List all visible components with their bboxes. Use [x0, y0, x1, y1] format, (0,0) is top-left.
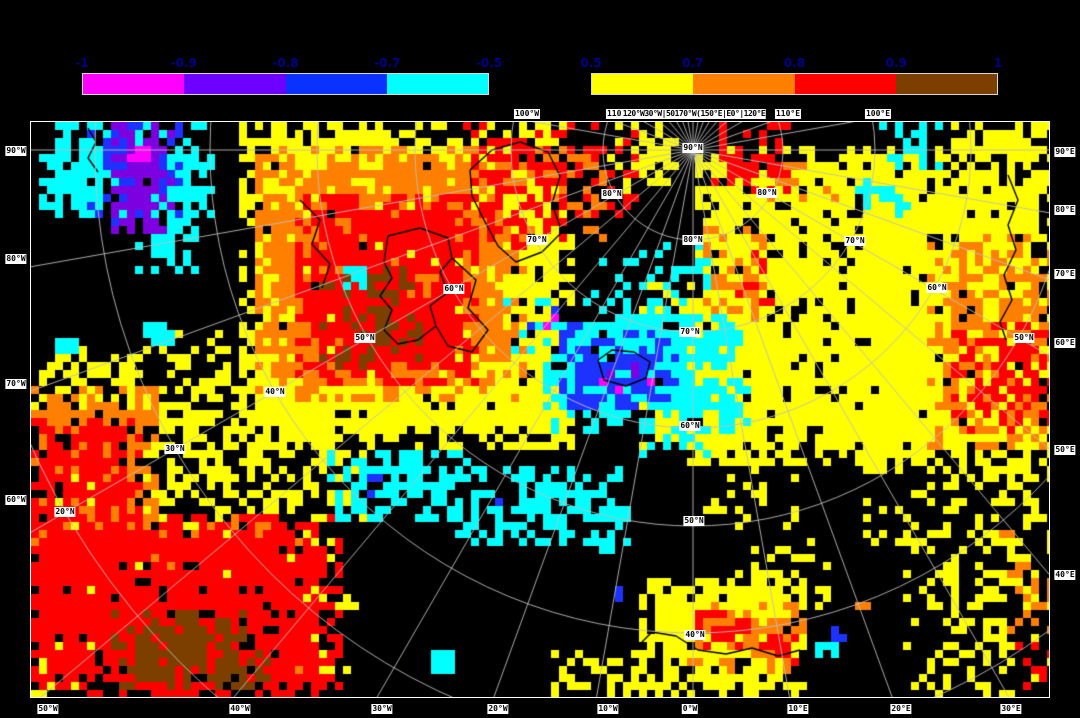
colorbar-tick: -0.8	[272, 56, 299, 70]
graticule-label: 70°N	[844, 236, 866, 246]
graticule-label: 50°N	[683, 516, 705, 526]
colorbar-segment	[592, 74, 694, 94]
graticule-label: 40°E	[1054, 570, 1076, 580]
graticule-label: 30°N	[164, 444, 186, 454]
graticule-label: 60°E	[1054, 338, 1076, 348]
colorbar-tick: 0.9	[885, 56, 907, 70]
negative-colorbar	[82, 73, 489, 95]
graticule-label: 40°N	[684, 630, 706, 640]
map-canvas	[31, 122, 1049, 697]
graticule-label: 70°E	[1054, 269, 1076, 279]
graticule-label: 80°E	[1054, 205, 1076, 215]
graticule-label: 50°N	[1013, 333, 1035, 343]
colorbar-segment	[184, 74, 286, 94]
graticule-label: 90°W	[5, 146, 27, 156]
graticule-label: 40°W	[229, 704, 251, 714]
colorbar-segment	[386, 74, 488, 94]
graticule-label: 90°N	[682, 143, 704, 153]
colorbar-segment	[83, 74, 185, 94]
map-frame	[30, 121, 1050, 698]
graticule-label: 60°N	[443, 284, 465, 294]
colorbar-tick: 0.5	[580, 56, 602, 70]
colorbar-segment	[794, 74, 896, 94]
graticule-label: 100°E	[864, 109, 892, 119]
graticule-label: 90°E	[1054, 147, 1076, 157]
colorbar-segment	[895, 74, 997, 94]
colorbar-tick: 0.8	[783, 56, 806, 70]
graticule-label: 120°W30°W|50170°W(150°E|E0°|120°E	[621, 109, 767, 119]
graticule-label: 10°W	[597, 704, 619, 714]
colorbar-tick: -0.5	[475, 56, 503, 70]
graticule-label: 80°N	[756, 188, 778, 198]
colorbar-tick: 1	[993, 56, 1003, 70]
graticule-label: 80°W	[5, 254, 27, 264]
graticule-label: 20°W	[487, 704, 509, 714]
graticule-label: 30°E	[1000, 704, 1022, 714]
graticule-label: 60°W	[5, 495, 27, 505]
graticule-label: 70°N	[526, 235, 548, 245]
graticule-label: 10°E	[787, 704, 809, 714]
graticule-label: 30°W	[371, 704, 393, 714]
colorbar-segment	[693, 74, 795, 94]
graticule-label: 60°N	[926, 283, 948, 293]
graticule-label: 70°N	[679, 327, 701, 337]
graticule-label: 20°N	[54, 507, 76, 517]
graticule-label: 110°E	[774, 109, 802, 119]
colorbar-tick: -1	[75, 56, 89, 70]
positive-colorbar	[591, 73, 998, 95]
graticule-label: 100°W	[513, 109, 541, 119]
graticule-label: 20°E	[890, 704, 912, 714]
graticule-label: 80°N	[601, 189, 623, 199]
graticule-label: 110°W	[605, 109, 633, 119]
graticule-label: 60°N	[679, 421, 701, 431]
graticule-label: 50°W	[37, 704, 59, 714]
colorbar-tick: -0.7	[374, 56, 401, 70]
graticule-label: 0°W	[681, 704, 699, 714]
graticule-label: 80°N	[682, 235, 704, 245]
colorbar-tick: -0.9	[170, 56, 197, 70]
graticule-label: 50°E	[1054, 445, 1076, 455]
colorbar-tick: 0.7	[682, 56, 704, 70]
graticule-label: 50°N	[354, 333, 376, 343]
graticule-label: 70°W	[5, 379, 27, 389]
graticule-label: 40°N	[264, 387, 286, 397]
colorbar-segment	[285, 74, 387, 94]
